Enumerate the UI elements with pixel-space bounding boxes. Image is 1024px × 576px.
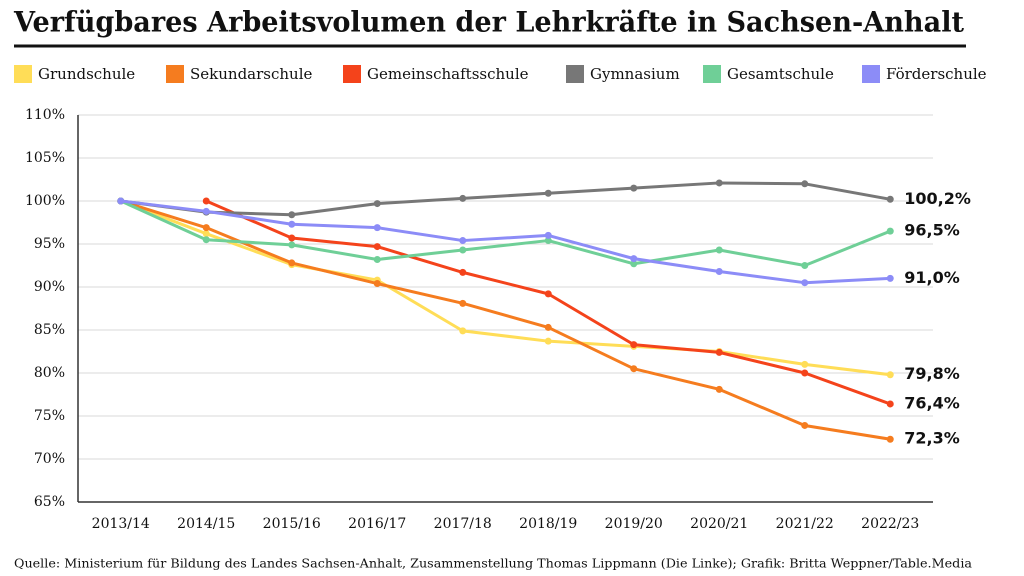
data-point	[886, 274, 894, 282]
x-tick-label: 2019/20	[605, 516, 663, 532]
data-point	[373, 280, 381, 288]
legend-swatch	[343, 65, 361, 83]
data-point	[544, 337, 552, 345]
series-line	[120, 199, 891, 377]
source-note: Quelle: Ministerium für Bildung des Land…	[14, 557, 972, 571]
legend-label: Grundschule	[38, 65, 135, 83]
legend-swatch	[166, 65, 184, 83]
data-point	[544, 237, 552, 245]
data-point	[459, 299, 467, 307]
legend-label: Sekundarschule	[190, 65, 312, 83]
x-tick-label: 2016/17	[348, 516, 406, 532]
data-point	[202, 236, 210, 244]
value-label: 96,5%	[904, 221, 960, 240]
data-point	[288, 211, 296, 219]
data-point	[801, 180, 809, 188]
series-line	[120, 181, 891, 217]
data-point	[373, 200, 381, 208]
data-point	[801, 279, 809, 287]
data-point	[544, 189, 552, 197]
y-tick-label: 100%	[25, 193, 65, 209]
y-tick-label: 95%	[34, 236, 65, 252]
y-tick-label: 105%	[25, 150, 65, 166]
x-tick-label: 2015/16	[263, 516, 321, 532]
series-line	[120, 199, 891, 441]
value-label: 79,8%	[904, 364, 960, 383]
data-point	[801, 262, 809, 269]
data-point	[288, 220, 296, 228]
data-point	[202, 230, 210, 238]
y-tick-label: 110%	[25, 107, 65, 123]
data-point	[715, 348, 723, 356]
value-label: 91,0%	[904, 268, 960, 287]
data-point	[544, 231, 552, 239]
legend-swatch	[566, 65, 584, 83]
value-label: 72,3%	[904, 429, 960, 448]
value-label: 100,2%	[904, 189, 971, 208]
data-point	[459, 237, 467, 245]
data-point	[459, 194, 467, 202]
data-point	[373, 243, 381, 251]
x-tick-label: 2014/15	[177, 516, 235, 532]
data-point	[801, 421, 809, 429]
y-tick-label: 85%	[34, 322, 65, 338]
x-tick-label: 2021/22	[776, 516, 834, 532]
data-point	[630, 260, 638, 268]
y-tick-label: 75%	[34, 408, 65, 424]
y-tick-label: 90%	[34, 279, 65, 295]
legend-label: Gymnasium	[590, 65, 680, 83]
chart-title: Verfügbares Arbeitsvolumen der Lehrkräft…	[13, 6, 964, 39]
data-point	[117, 197, 125, 205]
data-point	[630, 365, 638, 373]
data-point	[202, 224, 210, 232]
series-line	[120, 199, 891, 285]
x-tick-label: 2022/23	[861, 516, 919, 532]
legend-swatch	[14, 65, 32, 83]
legend-label: Förderschule	[886, 65, 987, 83]
y-tick-label: 70%	[34, 451, 65, 467]
data-point	[886, 227, 894, 235]
series-line	[120, 199, 891, 267]
data-point	[288, 259, 296, 267]
data-point	[630, 184, 638, 192]
data-point	[886, 400, 894, 408]
data-point	[202, 197, 210, 205]
y-tick-label: 65%	[34, 494, 65, 510]
data-point	[202, 207, 210, 215]
data-point	[715, 268, 723, 276]
legend-label: Gemeinschaftsschule	[367, 65, 529, 83]
data-point	[886, 195, 894, 203]
data-point	[288, 241, 296, 249]
data-point	[630, 255, 638, 263]
data-point	[715, 246, 723, 254]
value-label: 76,4%	[904, 393, 960, 412]
data-point	[459, 246, 467, 254]
legend-label: Gesamtschule	[727, 65, 834, 83]
data-point	[459, 268, 467, 276]
x-tick-label: 2013/14	[92, 516, 150, 532]
data-point	[544, 323, 552, 331]
data-point	[373, 224, 381, 232]
x-tick-label: 2017/18	[434, 516, 492, 532]
data-point	[715, 179, 723, 187]
series-line	[205, 199, 891, 406]
x-tick-label: 2020/21	[690, 516, 748, 532]
data-point	[459, 327, 467, 335]
data-point	[886, 435, 894, 443]
data-point	[630, 341, 638, 349]
legend-swatch	[862, 65, 880, 83]
data-point	[288, 234, 296, 242]
data-point	[886, 371, 894, 379]
y-tick-label: 80%	[34, 365, 65, 381]
legend-swatch	[703, 65, 721, 83]
data-point	[373, 255, 381, 263]
data-point	[544, 290, 552, 298]
data-point	[715, 385, 723, 393]
data-point	[801, 360, 809, 368]
data-point	[801, 369, 809, 377]
x-tick-label: 2018/19	[519, 516, 577, 532]
